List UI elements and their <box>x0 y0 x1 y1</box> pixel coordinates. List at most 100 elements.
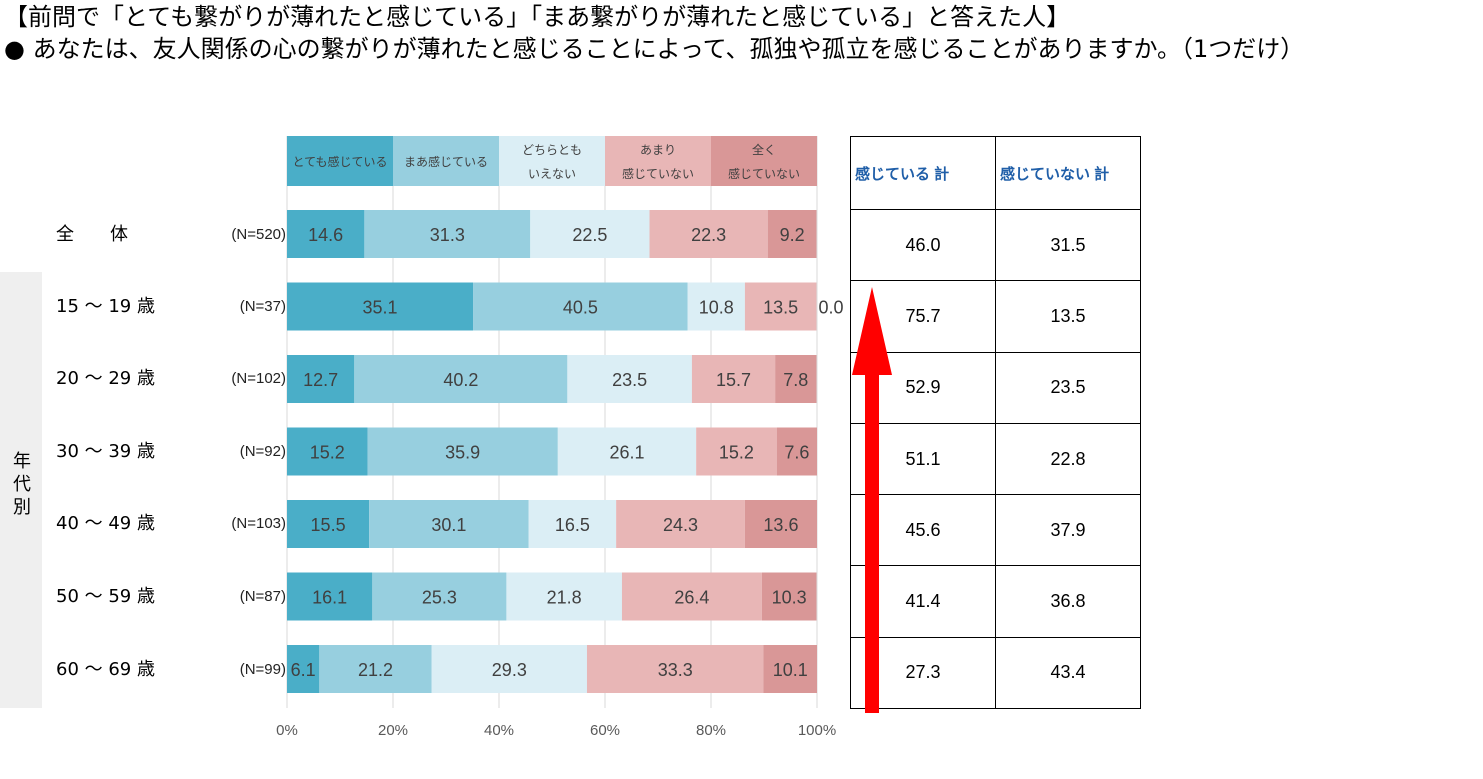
not-felt-total-cell: 37.9 <box>995 494 1141 567</box>
data-label: 15.2 <box>310 443 345 463</box>
not-felt-total-cell: 23.5 <box>995 351 1141 424</box>
not-felt-total-header: 感じていない 計 <box>995 135 1141 211</box>
x-tick-label: 80% <box>696 722 726 739</box>
sample-size-label: (N=92) <box>239 443 286 460</box>
data-label: 0.0 <box>818 298 843 318</box>
bar-segment <box>744 500 817 548</box>
legend-label: あまり <box>640 143 676 157</box>
age-group-label: 年 代 別 <box>12 450 32 519</box>
bar-segment <box>431 645 587 693</box>
data-label: 40.2 <box>443 370 478 390</box>
sample-size-label: (N=520) <box>231 226 286 243</box>
data-label: 12.7 <box>303 370 338 390</box>
legend-box <box>711 136 817 186</box>
bar-segment <box>319 645 432 693</box>
table-row: 46.0 31.5 <box>850 209 1141 282</box>
legend-box <box>287 136 393 186</box>
bar-segment <box>506 572 622 621</box>
data-label: 15.7 <box>716 370 751 390</box>
bar-segment <box>687 282 745 331</box>
bar-segment <box>369 500 529 548</box>
bar-segment <box>696 427 777 476</box>
bar-segment <box>287 500 370 548</box>
bar-segment <box>287 210 365 258</box>
bar-segment <box>557 427 697 476</box>
data-label: 10.1 <box>773 660 808 680</box>
bar-segment <box>530 210 650 258</box>
data-label: 23.5 <box>612 370 647 390</box>
bar-segment <box>775 355 817 403</box>
sample-size-label: (N=37) <box>239 298 286 315</box>
bar-segment <box>287 355 355 403</box>
data-label: 35.9 <box>445 443 480 463</box>
data-label: 7.8 <box>783 370 808 390</box>
bar-segment <box>586 645 764 693</box>
bar-segment <box>567 355 692 403</box>
bar-segment <box>621 572 762 621</box>
bar-segment <box>767 210 817 258</box>
x-tick-label: 100% <box>798 722 836 739</box>
bar-segment <box>763 645 817 693</box>
data-label: 14.6 <box>308 225 343 245</box>
stacked-bar-chart: 0% 20% 40% 60% 80% 100% とても感じている まあ感じている どちらともいえ… <box>276 136 844 739</box>
bar-segment <box>616 500 745 548</box>
row-label: 全 体 <box>56 224 128 245</box>
bar-segment <box>649 210 768 258</box>
data-label: 22.3 <box>691 225 726 245</box>
row-label: 50 ～ 59 歳 <box>56 586 155 607</box>
data-label: 21.8 <box>547 588 582 608</box>
age-group-band <box>0 272 42 708</box>
bar-segment <box>372 572 507 621</box>
row-label: 60 ～ 69 歳 <box>56 659 155 680</box>
legend-box <box>605 136 711 186</box>
legend-label: いえない <box>528 167 576 181</box>
summary-header-row: 感じている 計 感じていない 計 <box>850 135 1141 211</box>
legend-label: とても感じている <box>292 154 387 169</box>
bar-segment <box>761 572 817 621</box>
row-label: 15 ～ 19 歳 <box>56 296 155 317</box>
data-label: 15.5 <box>311 515 346 535</box>
data-label: 13.6 <box>763 515 798 535</box>
bar-segment <box>776 427 817 476</box>
data-label: 10.3 <box>772 588 807 608</box>
bar-segment <box>287 645 320 693</box>
row-label: 20 ～ 29 歳 <box>56 368 155 389</box>
not-felt-total-cell: 36.8 <box>995 565 1141 638</box>
bar-segment <box>287 427 368 476</box>
data-label: 7.6 <box>784 443 809 463</box>
data-label: 25.3 <box>422 588 457 608</box>
age-group-label-char: 年 <box>13 451 31 472</box>
data-label: 33.3 <box>658 660 693 680</box>
data-label: 22.5 <box>572 225 607 245</box>
data-label: 9.2 <box>780 225 805 245</box>
data-label: 29.3 <box>492 660 527 680</box>
data-label: 15.2 <box>719 443 754 463</box>
sample-size-label: (N=102) <box>231 370 286 387</box>
not-felt-total-cell: 31.5 <box>995 209 1141 282</box>
bar-segment <box>354 355 568 403</box>
data-label: 10.8 <box>699 298 734 318</box>
legend-box <box>499 136 605 186</box>
legend-label: まあ感じている <box>404 154 488 169</box>
data-label: 24.3 <box>663 515 698 535</box>
legend-label: 全く <box>752 142 776 157</box>
bar-segment <box>364 210 531 258</box>
data-label: 35.1 <box>362 298 397 318</box>
data-label: 16.1 <box>312 588 347 608</box>
bar-segment <box>287 282 474 331</box>
up-arrow-icon <box>852 287 892 713</box>
age-group-label-char: 別 <box>13 497 31 518</box>
legend-label: 感じていない <box>622 166 694 181</box>
bar-segment <box>287 572 373 621</box>
x-tick-label: 0% <box>276 722 298 739</box>
x-tick-label: 20% <box>378 722 408 739</box>
felt-total-header: 感じている 計 <box>850 135 996 211</box>
row-label: 40 ～ 49 歳 <box>56 513 155 534</box>
data-label: 26.1 <box>609 443 644 463</box>
row-label: 30 ～ 39 歳 <box>56 441 155 462</box>
data-label: 21.2 <box>358 660 393 680</box>
bar-segment <box>691 355 776 403</box>
x-tick-label: 40% <box>484 722 514 739</box>
sample-size-label: (N=103) <box>231 515 286 532</box>
data-label: 40.5 <box>563 298 598 318</box>
